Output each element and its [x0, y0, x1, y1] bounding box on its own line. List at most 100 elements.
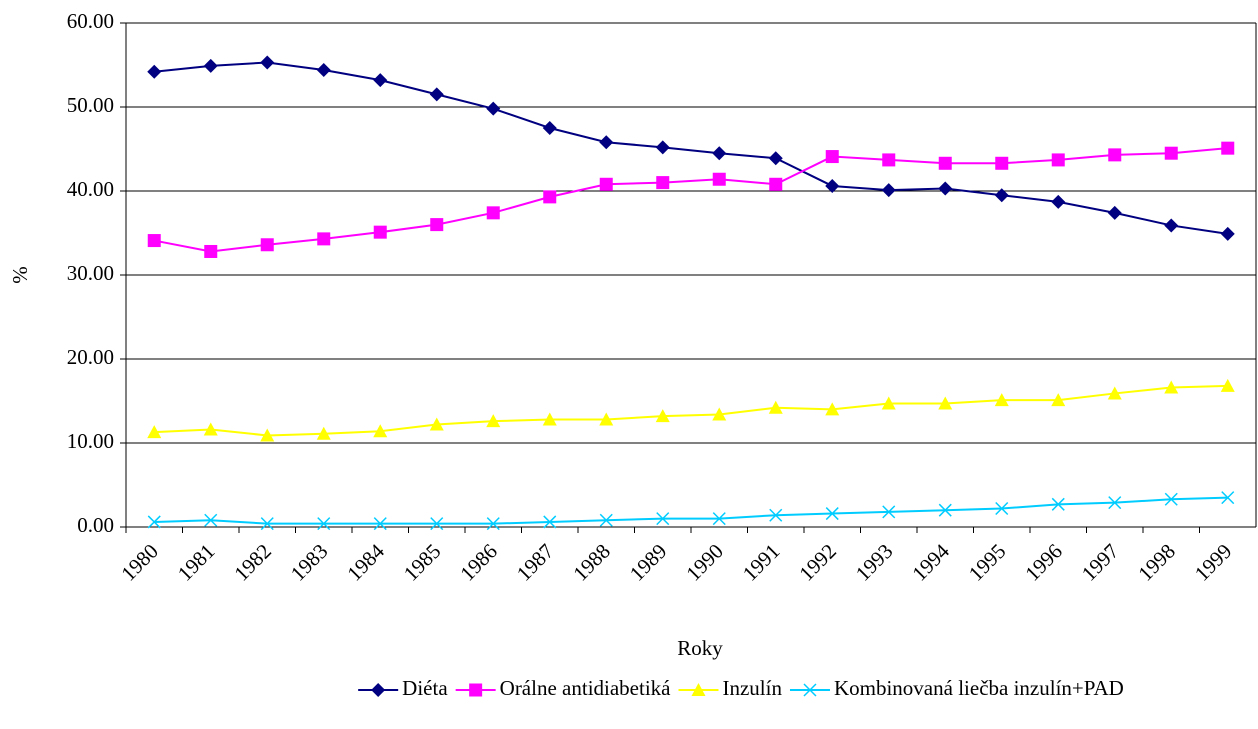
- y-tick-label: 40.00: [67, 177, 114, 201]
- marker: [204, 244, 218, 258]
- marker: [882, 153, 896, 167]
- x-tick-label: 1994: [907, 539, 954, 586]
- marker: [542, 412, 557, 426]
- marker: [938, 181, 953, 196]
- marker: [147, 234, 161, 248]
- marker: [881, 183, 896, 198]
- y-tick-label: 20.00: [67, 345, 114, 369]
- marker: [147, 64, 162, 79]
- marker: [316, 426, 331, 440]
- marker: [1108, 496, 1122, 510]
- marker: [769, 177, 783, 191]
- marker: [1108, 148, 1122, 162]
- legend-label: Orálne antidiabetiká: [500, 676, 672, 700]
- legend: Diéta Orálne antidiabetiká Inzulín Kombinov…: [358, 676, 1124, 700]
- marker: [1051, 393, 1066, 407]
- marker: [204, 513, 218, 527]
- marker: [1164, 380, 1179, 394]
- marker: [599, 513, 613, 527]
- marker: [712, 172, 726, 186]
- marker: [882, 505, 896, 519]
- series-line: [154, 496, 1228, 525]
- marker: [486, 517, 500, 531]
- marker: [599, 135, 614, 150]
- marker: [1051, 194, 1066, 209]
- marker: [938, 156, 952, 170]
- marker: [429, 417, 444, 431]
- marker: [1221, 491, 1235, 505]
- x-tick-label: 1981: [173, 539, 220, 586]
- marker: [995, 501, 1009, 516]
- x-tick-label: 1991: [738, 539, 785, 586]
- marker: [1220, 378, 1235, 392]
- legend-label: Inzulín: [722, 676, 782, 700]
- y-tick-label: 60.00: [67, 9, 114, 33]
- marker: [1164, 218, 1179, 233]
- marker: [469, 683, 483, 697]
- marker: [371, 683, 386, 697]
- marker: [543, 515, 557, 529]
- marker: [317, 232, 331, 246]
- series-line: [154, 61, 1228, 235]
- marker: [260, 238, 274, 252]
- series-line: [154, 147, 1228, 253]
- x-tick-label: 1990: [681, 539, 728, 586]
- x-tick-label: 1997: [1077, 539, 1124, 586]
- marker: [203, 422, 218, 436]
- marker: [260, 517, 274, 531]
- marker: [373, 225, 387, 239]
- marker: [825, 402, 840, 416]
- marker: [1164, 492, 1178, 506]
- marker: [655, 409, 670, 423]
- marker: [373, 424, 388, 438]
- marker: [1051, 153, 1065, 167]
- series-line: [154, 384, 1228, 437]
- y-tick-label: 10.00: [67, 429, 114, 453]
- marker: [803, 683, 817, 697]
- marker: [430, 218, 444, 232]
- marker: [1107, 386, 1122, 400]
- marker: [543, 190, 557, 204]
- x-tick-label: 1983: [286, 539, 333, 586]
- marker: [316, 63, 331, 78]
- marker: [994, 188, 1009, 203]
- x-tick-label: 1986: [455, 539, 502, 586]
- marker: [1107, 205, 1122, 220]
- marker: [373, 517, 387, 531]
- marker: [1164, 146, 1178, 160]
- x-axis-label: Roky: [677, 636, 723, 660]
- y-axis-label: %: [8, 266, 32, 284]
- marker: [825, 507, 839, 521]
- marker: [768, 151, 783, 166]
- legend-label: Kombinovaná liečba inzulín+PAD: [834, 676, 1124, 700]
- marker: [1051, 497, 1065, 511]
- x-tick-label: 1993: [851, 539, 898, 586]
- marker: [938, 503, 952, 517]
- marker: [203, 58, 218, 73]
- marker: [938, 396, 953, 410]
- marker: [430, 517, 444, 531]
- marker: [825, 178, 840, 193]
- x-tick-label: 1980: [116, 539, 163, 586]
- marker: [599, 177, 613, 191]
- marker: [656, 176, 670, 190]
- x-tick-label: 1989: [625, 539, 672, 586]
- x-tick-label: 1995: [964, 539, 1011, 586]
- marker: [317, 517, 331, 531]
- x-tick-label: 1988: [568, 539, 615, 586]
- x-tick-label: 1999: [1190, 539, 1237, 586]
- legend-label: Diéta: [402, 676, 448, 700]
- y-tick-label: 50.00: [67, 93, 114, 117]
- x-tick-label: 1992: [794, 539, 841, 586]
- marker: [655, 140, 670, 155]
- marker: [486, 414, 501, 428]
- marker: [260, 55, 275, 70]
- y-tick-label: 0.00: [77, 513, 114, 537]
- marker: [486, 206, 500, 220]
- marker: [881, 396, 896, 410]
- marker: [825, 150, 839, 164]
- marker: [995, 156, 1009, 170]
- marker: [429, 87, 444, 102]
- marker: [994, 393, 1009, 407]
